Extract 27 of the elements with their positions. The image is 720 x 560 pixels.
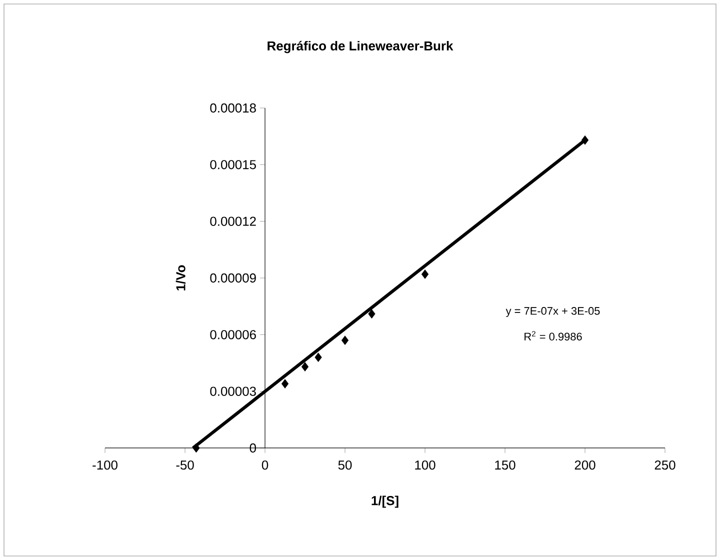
y-tick-label: 0.00006 bbox=[210, 330, 256, 340]
point bbox=[341, 336, 349, 345]
x-tick-label: 250 bbox=[654, 460, 676, 470]
y-tick-label: 0.00012 bbox=[210, 216, 256, 226]
x-tick-label: -100 bbox=[92, 460, 118, 470]
annotation: y = 7E-07x + 3E-05 bbox=[506, 307, 600, 317]
point bbox=[581, 135, 589, 145]
y-tick-label: 0.00003 bbox=[210, 386, 256, 396]
point bbox=[192, 443, 200, 453]
y-tick-label: 0.00018 bbox=[210, 103, 256, 113]
point bbox=[314, 352, 322, 362]
point bbox=[281, 379, 289, 388]
point bbox=[368, 309, 376, 319]
x-axis-title: 1/[S] bbox=[372, 496, 398, 508]
x-tick-label: 50 bbox=[338, 460, 352, 470]
y-tick-label: 0.00015 bbox=[210, 160, 256, 170]
x-tick-label: 200 bbox=[574, 460, 596, 470]
point bbox=[301, 362, 309, 372]
x-tick-label: -50 bbox=[176, 460, 194, 470]
y-tick-label: 0.00009 bbox=[210, 273, 256, 283]
annotation: R$^{2}$ = 0.9986 bbox=[524, 331, 582, 340]
x-tick-label: 100 bbox=[415, 460, 436, 470]
point bbox=[421, 270, 429, 279]
chart-title: Regráfico de Lineweaver-Burk bbox=[268, 40, 454, 54]
y-axis-title: 1/Vo bbox=[176, 265, 186, 290]
x-tick-label: 0 bbox=[262, 460, 268, 470]
x-tick-label: 150 bbox=[495, 460, 516, 470]
